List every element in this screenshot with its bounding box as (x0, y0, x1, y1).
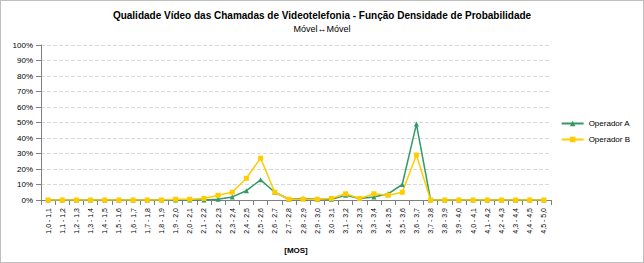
svg-text:1,0 - 1,1: 1,0 - 1,1 (45, 208, 52, 234)
svg-text:1,5 - 1,6: 1,5 - 1,6 (115, 208, 122, 234)
svg-text:3,6 - 3,7: 3,6 - 3,7 (413, 208, 420, 234)
svg-text:2,3 - 2,4: 2,3 - 2,4 (229, 208, 236, 234)
svg-text:4,3 - 4,4: 4,3 - 4,4 (512, 208, 519, 234)
svg-text:20%: 20% (17, 165, 33, 174)
svg-text:3,0 - 3,1: 3,0 - 3,1 (328, 208, 335, 234)
svg-text:2,6 - 2,7: 2,6 - 2,7 (271, 208, 278, 234)
svg-text:1,2 - 1,3: 1,2 - 1,3 (73, 208, 80, 234)
svg-text:1,3 - 1,4: 1,3 - 1,4 (87, 208, 94, 234)
svg-text:4,5 - 5,0: 4,5 - 5,0 (540, 208, 547, 234)
svg-text:3,8 - 3,9: 3,8 - 3,9 (441, 208, 448, 234)
svg-text:2,9 - 3,0: 2,9 - 3,0 (314, 208, 321, 234)
svg-text:2,2 - 2,3: 2,2 - 2,3 (215, 208, 222, 234)
svg-text:3,5 - 3,6: 3,5 - 3,6 (399, 208, 406, 234)
svg-text:2,7 - 2,8: 2,7 - 2,8 (285, 208, 292, 234)
svg-text:4,0 - 4,1: 4,0 - 4,1 (470, 208, 477, 234)
svg-text:100%: 100% (13, 41, 33, 50)
svg-text:50%: 50% (17, 118, 33, 127)
svg-text:3,9 - 4,0: 3,9 - 4,0 (455, 208, 462, 234)
svg-text:3,2 - 3,3: 3,2 - 3,3 (356, 208, 363, 234)
svg-text:0%: 0% (21, 196, 33, 205)
svg-text:2,8 - 2,9: 2,8 - 2,9 (300, 208, 307, 234)
svg-text:3,1 - 3,2: 3,1 - 3,2 (342, 208, 349, 234)
svg-text:1,7 - 1,8: 1,7 - 1,8 (144, 208, 151, 234)
svg-text:3,4 - 3,5: 3,4 - 3,5 (385, 208, 392, 234)
svg-text:Operador A: Operador A (589, 119, 631, 128)
svg-text:90%: 90% (17, 56, 33, 65)
svg-text:1,6 - 1,7: 1,6 - 1,7 (130, 208, 137, 234)
svg-text:70%: 70% (17, 87, 33, 96)
svg-text:3,3 - 3,4: 3,3 - 3,4 (370, 208, 377, 234)
svg-text:Operador B: Operador B (589, 135, 630, 144)
svg-text:2,4 - 2,5: 2,4 - 2,5 (243, 208, 250, 234)
svg-text:4,2 - 4,3: 4,2 - 4,3 (498, 208, 505, 234)
svg-text:4,1 - 4,2: 4,1 - 4,2 (484, 208, 491, 234)
svg-text:1,1 - 1,2: 1,1 - 1,2 (59, 208, 66, 234)
svg-text:60%: 60% (17, 103, 33, 112)
svg-text:2,0 - 2,1: 2,0 - 2,1 (186, 208, 193, 234)
svg-text:2,5 - 2,6: 2,5 - 2,6 (257, 208, 264, 234)
svg-text:10%: 10% (17, 180, 33, 189)
svg-text:4,4 - 4,5: 4,4 - 4,5 (526, 208, 533, 234)
svg-text:Móvel↔Móvel: Móvel↔Móvel (293, 24, 350, 34)
svg-text:1,9 - 2,0: 1,9 - 2,0 (172, 208, 179, 234)
svg-text:80%: 80% (17, 72, 33, 81)
svg-text:40%: 40% (17, 134, 33, 143)
svg-text:2,1 - 2,2: 2,1 - 2,2 (200, 208, 207, 234)
svg-text:1,4 - 1,5: 1,4 - 1,5 (101, 208, 108, 234)
svg-text:30%: 30% (17, 149, 33, 158)
svg-text:Qualidade Vídeo das Chamadas d: Qualidade Vídeo das Chamadas de Videotel… (113, 10, 532, 21)
svg-text:3,7 - 3,8: 3,7 - 3,8 (427, 208, 434, 234)
svg-text:[MOS]: [MOS] (284, 246, 308, 255)
svg-text:1,8 - 1,9: 1,8 - 1,9 (158, 208, 165, 234)
